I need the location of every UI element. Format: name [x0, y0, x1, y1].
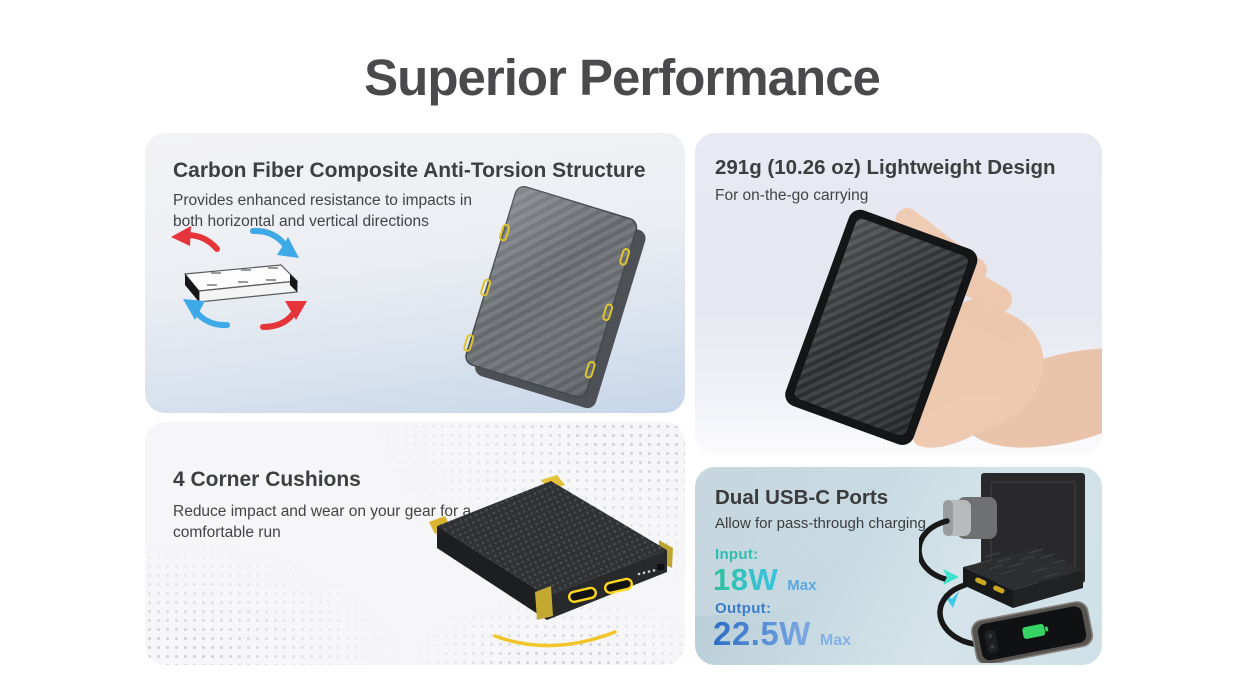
- page-title: Superior Performance: [364, 49, 881, 106]
- torsion-device-marks: [207, 267, 278, 286]
- wall-outlet: [981, 473, 1085, 583]
- card-corner-cushions-title: 4 Corner Cushions: [173, 468, 361, 491]
- power-flow-arrow-in: [943, 569, 959, 585]
- input-spec: 18W Max: [713, 562, 816, 598]
- card-corner-cushions-description: Reduce impact and wear on your gear for …: [173, 503, 472, 541]
- input-wattage: 18W: [713, 562, 779, 597]
- card-anti-torsion-description: Provides enhanced resistance to impacts …: [173, 192, 472, 230]
- led-indicators: [637, 569, 656, 576]
- corner-cushion-front: [535, 586, 553, 620]
- halftone-pattern-bottom-left: [145, 535, 415, 665]
- structure-rivets: [463, 223, 631, 379]
- torsion-diagram: [171, 226, 307, 330]
- torsion-arrow-red-bottom-right: [260, 301, 307, 330]
- phone: [971, 601, 1094, 663]
- torsion-arrow-blue-top-right: [250, 227, 299, 258]
- torsion-arrow-red-top-left: [171, 226, 220, 252]
- powerbank-left-face: [437, 526, 547, 620]
- card-corner-cushions: 4 Corner Cushions Reduce impact and wear…: [145, 422, 685, 665]
- output-label: Output:: [715, 600, 772, 617]
- card-dual-usbc: Dual USB-C Ports Allow for pass-through …: [695, 467, 1102, 665]
- card-lightweight: 291g (10.26 oz) Lightweight Design For o…: [695, 133, 1102, 455]
- battery-icon: [1022, 623, 1046, 639]
- card-dual-usbc-title: Dual USB-C Ports: [715, 486, 889, 509]
- output-spec: 22.5W Max: [713, 615, 851, 653]
- powerbank-corner-cushions-photo: [429, 475, 673, 648]
- card-anti-torsion: Carbon Fiber Composite Anti-Torsion Stru…: [145, 133, 685, 413]
- input-max-label: Max: [787, 577, 817, 594]
- yellow-swoosh: [493, 630, 617, 648]
- powerbank-top-face: [437, 481, 667, 596]
- charger-cable: [919, 518, 950, 582]
- card-lightweight-title: 291g (10.26 oz) Lightweight Design: [715, 156, 1056, 179]
- wall-charger: [943, 497, 997, 539]
- card-lightweight-description: For on-the-go carrying: [715, 187, 869, 204]
- input-label: Input:: [715, 546, 759, 563]
- hand-holding-powerbank-photo: [785, 208, 1102, 448]
- powerbank-charging: [963, 548, 1083, 608]
- torsion-device-right-cap: [290, 274, 297, 292]
- output-max-label: Max: [819, 632, 851, 649]
- card-anti-torsion-title: Carbon Fiber Composite Anti-Torsion Stru…: [173, 159, 646, 182]
- card-dual-usbc-description: Allow for pass-through charging: [715, 515, 926, 532]
- passthrough-charging-photo: [919, 473, 1094, 663]
- torsion-arrow-blue-bottom-left: [183, 299, 230, 329]
- power-flow-arrow-out: [943, 591, 959, 608]
- torsion-device-left-cap: [185, 274, 199, 302]
- powerbank-carbon-illustration: [463, 186, 646, 409]
- power-button: [657, 564, 664, 570]
- usbc-ports: [568, 577, 633, 603]
- powerbank-black: [785, 209, 978, 446]
- output-wattage: 22.5W: [713, 615, 811, 652]
